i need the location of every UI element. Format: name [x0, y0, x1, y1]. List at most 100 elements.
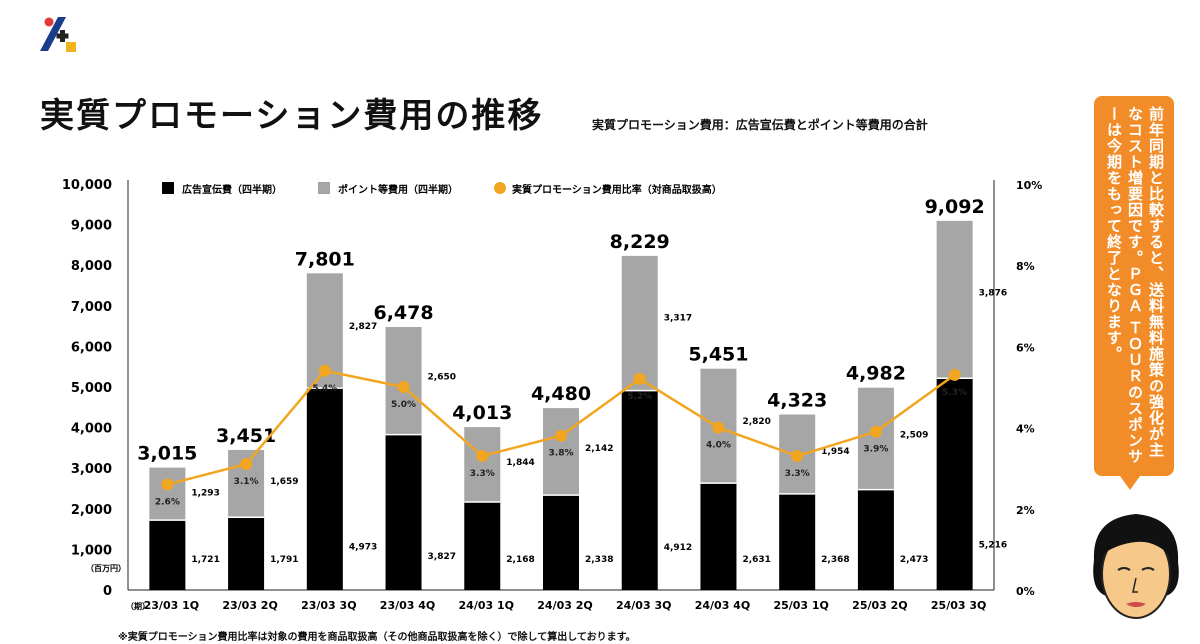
legend-label-ratio: 実質プロモーション費用比率（対商品取扱高）	[512, 183, 722, 196]
total-label: 4,480	[531, 383, 591, 405]
y-tick-label-left: 3,000	[71, 462, 112, 477]
bar-ad	[779, 493, 816, 590]
ratio-point	[555, 429, 567, 442]
x-tick-label: 23/03 2Q	[222, 599, 277, 612]
total-label: 3,451	[216, 425, 276, 447]
bar-ad	[306, 388, 343, 590]
value-label-ad: 1,721	[191, 555, 219, 565]
bar-point	[464, 427, 501, 502]
ratio-label: 5.4%	[312, 384, 337, 394]
ratio-point	[869, 425, 882, 438]
y-tick-label-left: 8,000	[71, 259, 112, 274]
y-tick-label-right: 6%	[1016, 341, 1035, 354]
bar-ad	[464, 501, 501, 590]
value-label-ad: 1,791	[270, 555, 298, 565]
value-label-point: 1,844	[506, 458, 534, 468]
bar-ad	[936, 378, 973, 590]
y-tick-label-left: 4,000	[71, 422, 112, 437]
total-label: 8,229	[610, 231, 670, 253]
y-tick-label-right: 10%	[1016, 179, 1042, 192]
total-label: 6,478	[373, 302, 433, 324]
total-label: 4,982	[846, 363, 906, 385]
y-tick-label-left: 9,000	[71, 219, 112, 234]
speech-bubble-text: 前年同期と比較すると、送料無料施策の強化が主なコスト増要因です。ＰＧＡ ＴＯＵＲ…	[1105, 106, 1165, 465]
x-tick-label: 23/03 3Q	[301, 599, 356, 612]
bar-ad	[621, 390, 658, 590]
bar-point	[621, 255, 658, 391]
value-label-ad: 2,168	[506, 555, 534, 565]
x-tick-label: 24/03 2Q	[537, 599, 592, 612]
value-label-point: 1,293	[191, 488, 219, 498]
y-tick-label-left: 5,000	[71, 381, 112, 396]
legend-swatch-ad	[162, 182, 174, 194]
ratio-label: 3.9%	[863, 445, 888, 455]
bar-point	[385, 327, 422, 435]
value-label-ad: 2,473	[900, 555, 928, 565]
total-label: 4,323	[767, 390, 827, 412]
total-label: 4,013	[452, 402, 512, 424]
value-label-ad: 4,912	[664, 543, 692, 553]
value-label-point: 2,509	[900, 431, 928, 441]
speech-bubble: 前年同期と比較すると、送料無料施策の強化が主なコスト増要因です。ＰＧＡ ＴＯＵＲ…	[1094, 96, 1174, 476]
page-subtitle: 実質プロモーション費用：広告宣伝費とポイント等費用の合計	[592, 118, 928, 132]
legend-label-point: ポイント等費用（四半期）	[338, 183, 458, 196]
value-label-ad: 4,973	[349, 543, 377, 553]
y-tick-label-left: 0	[103, 584, 112, 599]
value-label-point: 1,659	[270, 477, 298, 487]
footnote: ※実質プロモーション費用比率は対象の費用を商品取扱高（その他商品取扱高を除く）で…	[118, 632, 636, 643]
logo-icon	[40, 17, 76, 52]
ratio-point	[633, 372, 646, 385]
ratio-label: 5.2%	[627, 392, 652, 402]
y-tick-label-right: 8%	[1016, 260, 1035, 273]
value-label-point: 3,317	[664, 314, 692, 324]
bar-point	[149, 467, 186, 521]
total-label: 5,451	[688, 344, 748, 366]
y-tick-label-left: 10,000	[62, 178, 112, 193]
y-tick-label-right: 0%	[1016, 585, 1035, 598]
y-tick-label-left: 2,000	[71, 503, 112, 518]
speech-bubble-tail	[1120, 476, 1140, 490]
bar-ad	[228, 517, 265, 590]
legend-label-ad: 広告宣伝費（四半期）	[182, 183, 282, 196]
ratio-point	[791, 450, 804, 463]
x-tick-label: 24/03 4Q	[695, 599, 750, 612]
total-label: 9,092	[925, 196, 985, 218]
x-tick-label: 24/03 1Q	[459, 599, 514, 612]
x-axis-prefix: （期）	[126, 601, 150, 611]
chart: 0 1,000 2,000 3,000 4,000 5,000 6,000 7,000 8,00…	[62, 178, 1043, 612]
ratio-label: 3.1%	[234, 477, 259, 487]
y-tick-label-right: 4%	[1016, 423, 1035, 436]
bar-ad	[857, 489, 894, 590]
x-tick-label: 24/03 3Q	[616, 599, 671, 612]
ratio-point	[397, 381, 410, 393]
x-tick-label: 23/03 1Q	[144, 599, 199, 612]
value-label-point: 2,820	[742, 417, 770, 427]
y-tick-label-right: 2%	[1016, 504, 1035, 517]
value-label-point: 3,876	[979, 289, 1007, 299]
legend-swatch-ratio	[494, 182, 506, 194]
y-tick-label-left: 7,000	[71, 300, 112, 315]
value-label-ad: 5,216	[979, 541, 1007, 551]
x-tick-label: 25/03 3Q	[931, 599, 986, 612]
x-tick-label: 25/03 2Q	[852, 599, 907, 612]
value-label-point: 2,650	[428, 372, 456, 382]
bar-ad	[385, 434, 422, 590]
value-label-ad: 2,338	[585, 555, 613, 565]
ratio-point	[476, 450, 489, 463]
ratio-label: 2.6%	[155, 497, 180, 507]
value-label-point: 2,142	[585, 444, 613, 454]
bar-point	[543, 408, 579, 496]
x-tick-label: 25/03 1Q	[773, 599, 828, 612]
y-tick-label-left: 1,000	[71, 543, 112, 558]
bar-ad	[700, 483, 737, 590]
value-label-point: 1,954	[821, 447, 849, 457]
ratio-label: 5.3%	[942, 388, 967, 398]
ratio-label: 3.3%	[470, 469, 495, 479]
value-label-point: 2,827	[349, 322, 377, 332]
avatar-icon	[1093, 514, 1179, 619]
ratio-label: 4.0%	[706, 441, 731, 451]
bar-ad	[543, 495, 579, 590]
value-label-ad: 2,631	[742, 555, 770, 565]
bar-point	[936, 220, 973, 379]
value-label-ad: 2,368	[821, 555, 849, 565]
